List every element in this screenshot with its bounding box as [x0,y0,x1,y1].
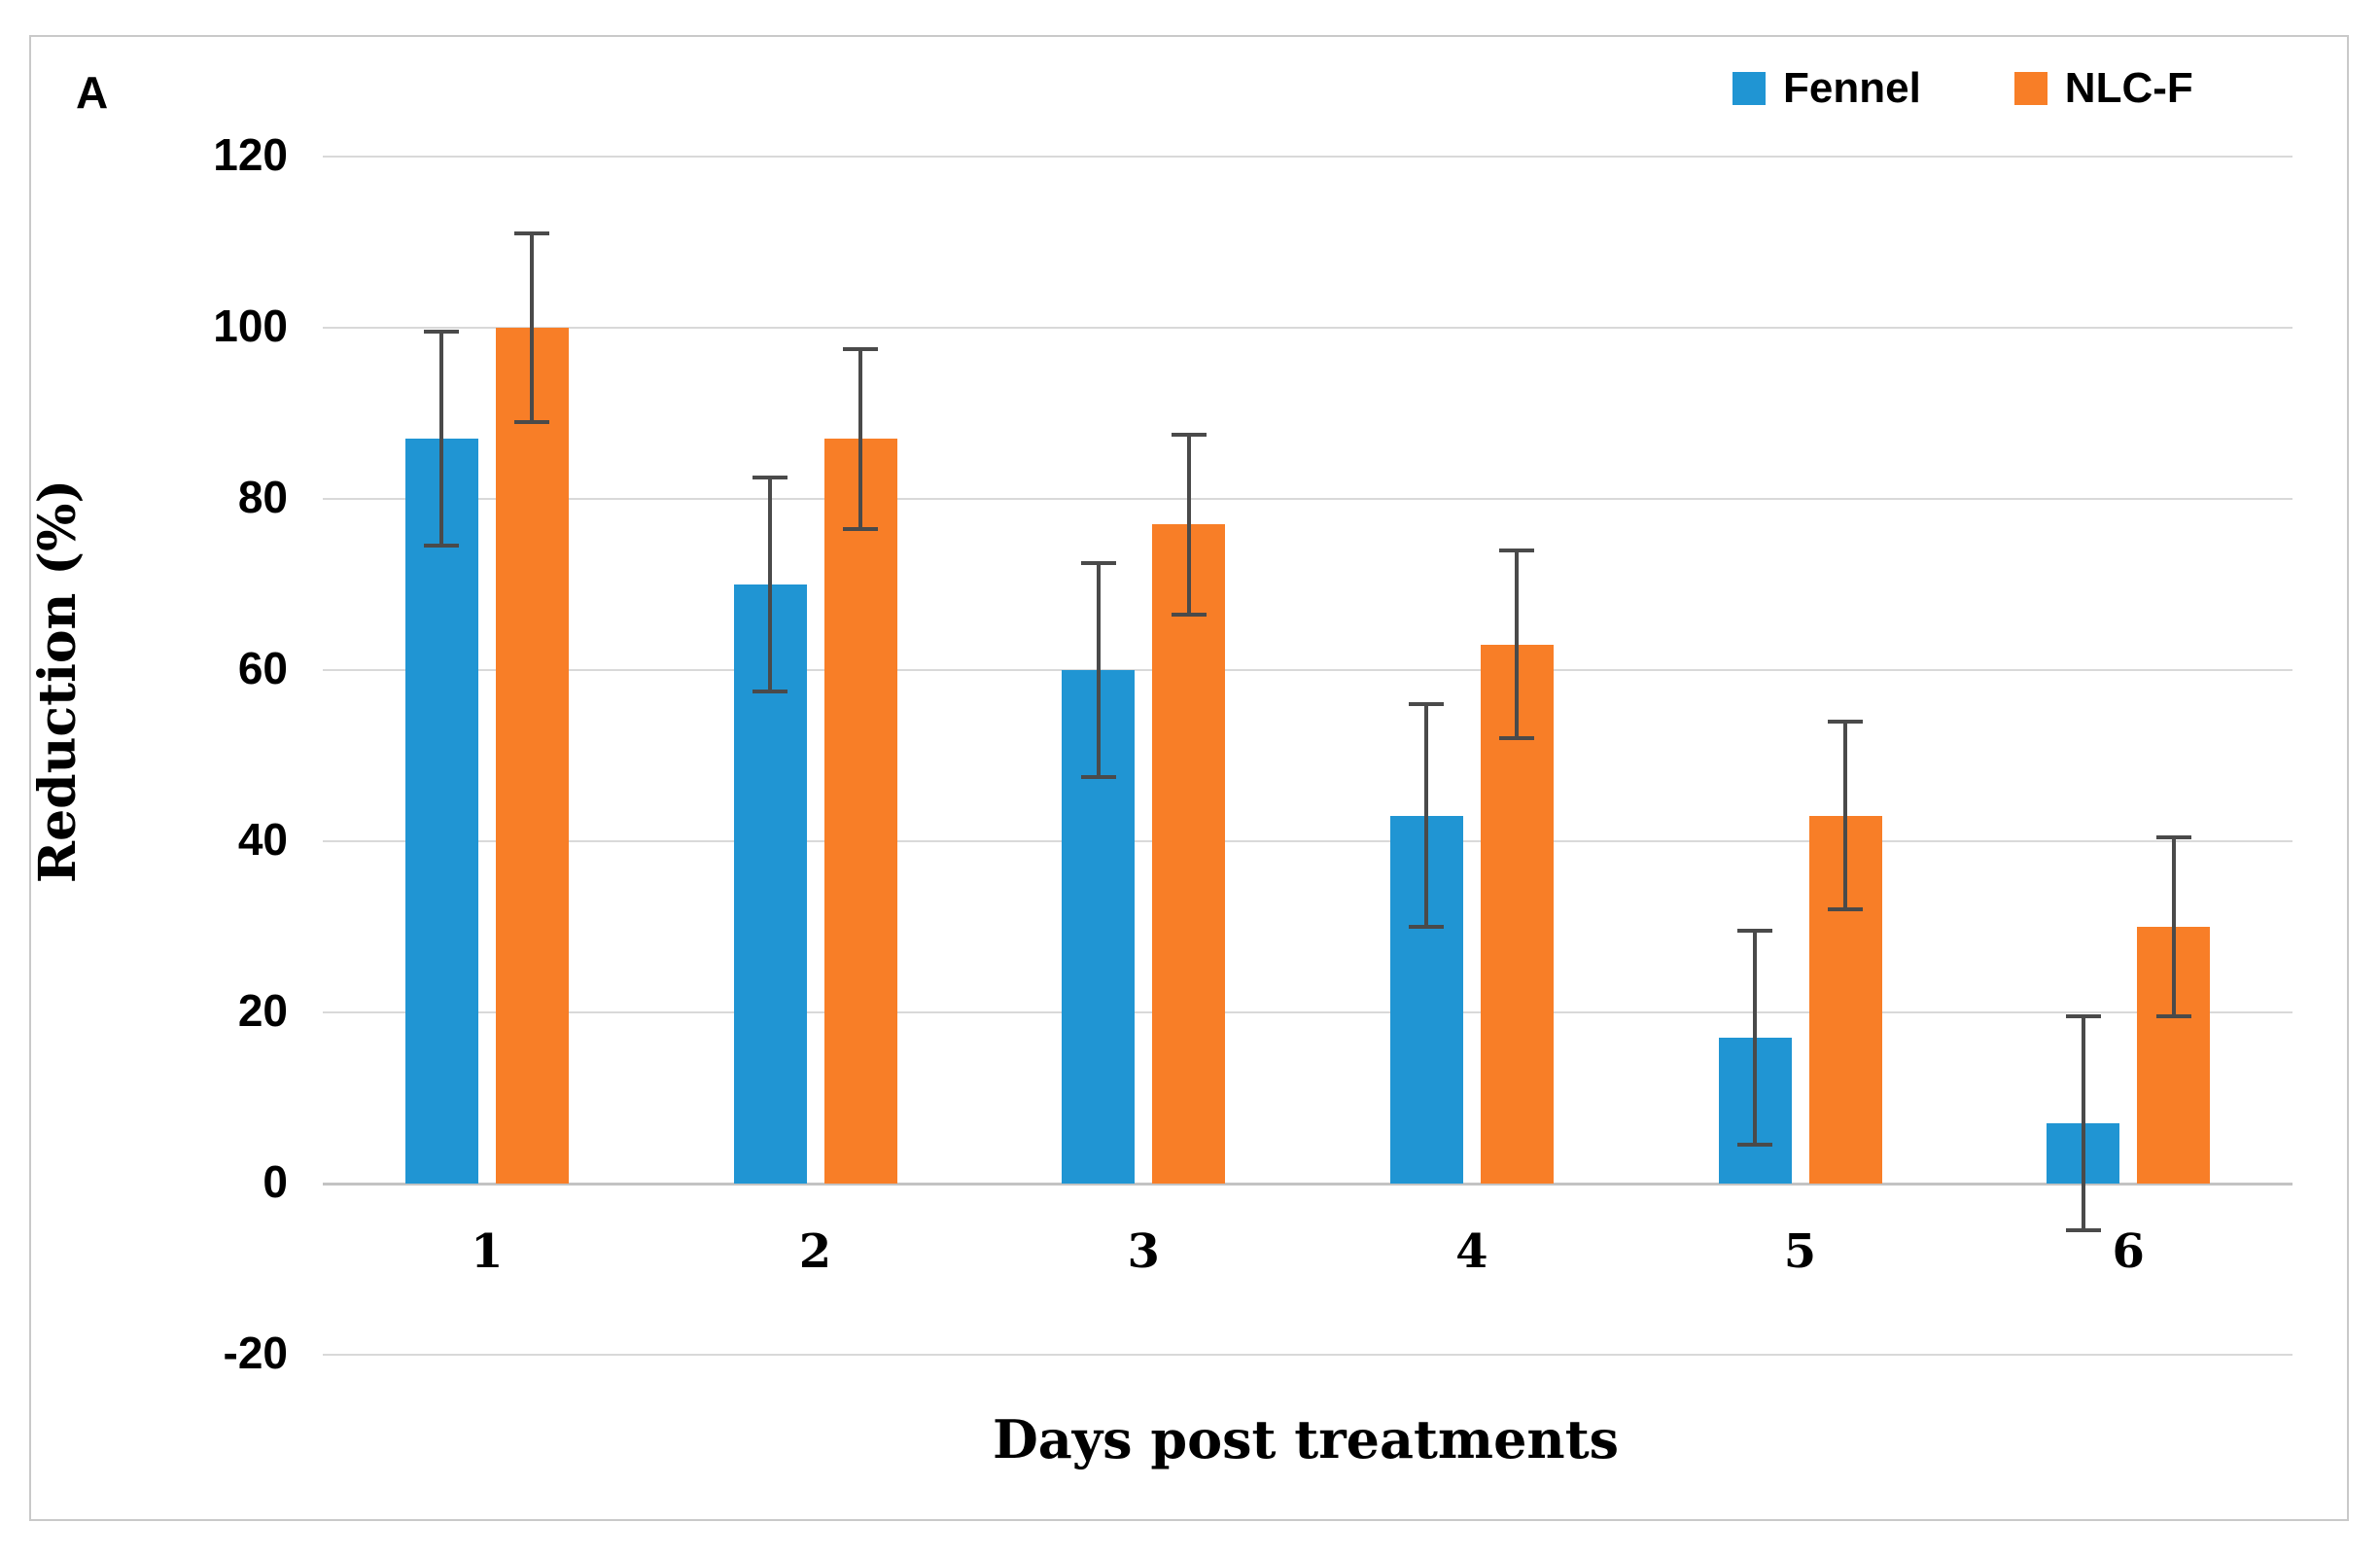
error-bar-cap-top-fennel-day3 [1080,561,1116,565]
error-bar-cap-top-fennel-day2 [752,476,788,479]
gridline-y-60 [323,669,2292,671]
error-bar-cap-bottom-fennel-day4 [1409,925,1445,929]
error-bar-nlcf-day1 [530,233,535,422]
bar-nlcf-day2 [823,439,897,1184]
error-bar-nlcf-day2 [858,349,862,529]
y-tick-label--20: -20 [223,1328,288,1378]
error-bar-cap-top-nlcf-day6 [2155,834,2191,839]
error-bar-cap-bottom-nlcf-day5 [1828,907,1863,912]
error-bar-fennel-day3 [1096,563,1101,777]
error-bar-cap-bottom-fennel-day3 [1080,775,1116,779]
error-bar-cap-top-nlcf-day5 [1828,719,1863,724]
y-tick-label-100: 100 [213,301,288,351]
gridline-y-100 [323,327,2292,329]
error-bar-cap-top-nlcf-day2 [843,347,878,351]
error-bar-fennel-day1 [439,332,444,547]
x-tick-label-3: 3 [1127,1224,1160,1279]
y-tick-label-20: 20 [237,985,288,1036]
error-bar-fennel-day2 [768,478,772,691]
error-bar-cap-top-nlcf-day4 [1499,548,1535,552]
gridline-y-40 [323,840,2292,842]
legend-item-nlcf: NLC-F [2013,64,2193,113]
y-tick-label-60: 60 [237,643,288,693]
error-bar-cap-bottom-fennel-day2 [752,690,788,693]
bar-nlcf-day1 [495,328,569,1184]
error-bar-cap-bottom-fennel-day5 [1737,1143,1772,1148]
error-bar-cap-top-nlcf-day3 [1171,433,1207,437]
x-axis-title: Days post treatments [992,1408,1620,1470]
y-tick-label-120: 120 [213,129,288,180]
error-bar-cap-bottom-nlcf-day3 [1171,612,1207,617]
x-tick-label-2: 2 [798,1224,832,1279]
fennel-swatch-icon [1732,72,1766,105]
error-bar-nlcf-day6 [2171,836,2176,1017]
y-tick-label-40: 40 [237,814,288,865]
gridline-y-120 [323,156,2292,158]
error-bar-nlcf-day3 [1186,435,1191,615]
y-tick-label-80: 80 [237,472,288,522]
error-bar-cap-top-nlcf-day1 [514,231,550,236]
error-bar-cap-top-fennel-day4 [1409,702,1445,707]
error-bar-cap-bottom-fennel-day1 [424,544,460,549]
error-bar-nlcf-day5 [1843,721,1847,910]
panel-label: A [76,67,109,118]
error-bar-cap-top-fennel-day5 [1737,929,1772,934]
legend-item-fennel: Fennel [1732,64,1921,113]
gridline-y-80 [323,498,2292,500]
error-bar-fennel-day6 [2081,1016,2085,1231]
x-tick-label-6: 6 [2112,1224,2145,1279]
error-bar-cap-top-fennel-day1 [424,330,460,335]
x-tick-label-5: 5 [1783,1224,1817,1279]
legend-label-fennel: Fennel [1783,64,1921,112]
error-bar-nlcf-day4 [1515,549,1520,739]
error-bar-cap-bottom-nlcf-day6 [2155,1014,2191,1019]
chart-legend: Fennel NLC-F [1732,64,2193,113]
error-bar-cap-bottom-nlcf-day2 [843,526,878,531]
nlcf-swatch-icon [2013,72,2048,105]
gridline-y-20 [323,1011,2292,1013]
error-bar-fennel-day4 [1424,704,1429,927]
gridline-y--20 [323,1354,2292,1356]
bar-fennel-day1 [404,439,478,1184]
bar-nlcf-day3 [1152,524,1226,1184]
error-bar-cap-bottom-fennel-day6 [2065,1228,2101,1233]
error-bar-fennel-day5 [1753,931,1757,1146]
y-tick-label-0: 0 [262,1156,288,1207]
legend-label-nlcf: NLC-F [2064,64,2193,112]
error-bar-cap-bottom-nlcf-day1 [514,419,550,424]
y-axis-title-text: Reduction (%) [28,478,88,883]
error-bar-cap-top-fennel-day6 [2065,1014,2101,1019]
x-axis-line [323,1183,2292,1186]
x-tick-label-1: 1 [471,1224,504,1279]
x-tick-label-4: 4 [1455,1224,1488,1279]
error-bar-cap-bottom-nlcf-day4 [1499,736,1535,741]
